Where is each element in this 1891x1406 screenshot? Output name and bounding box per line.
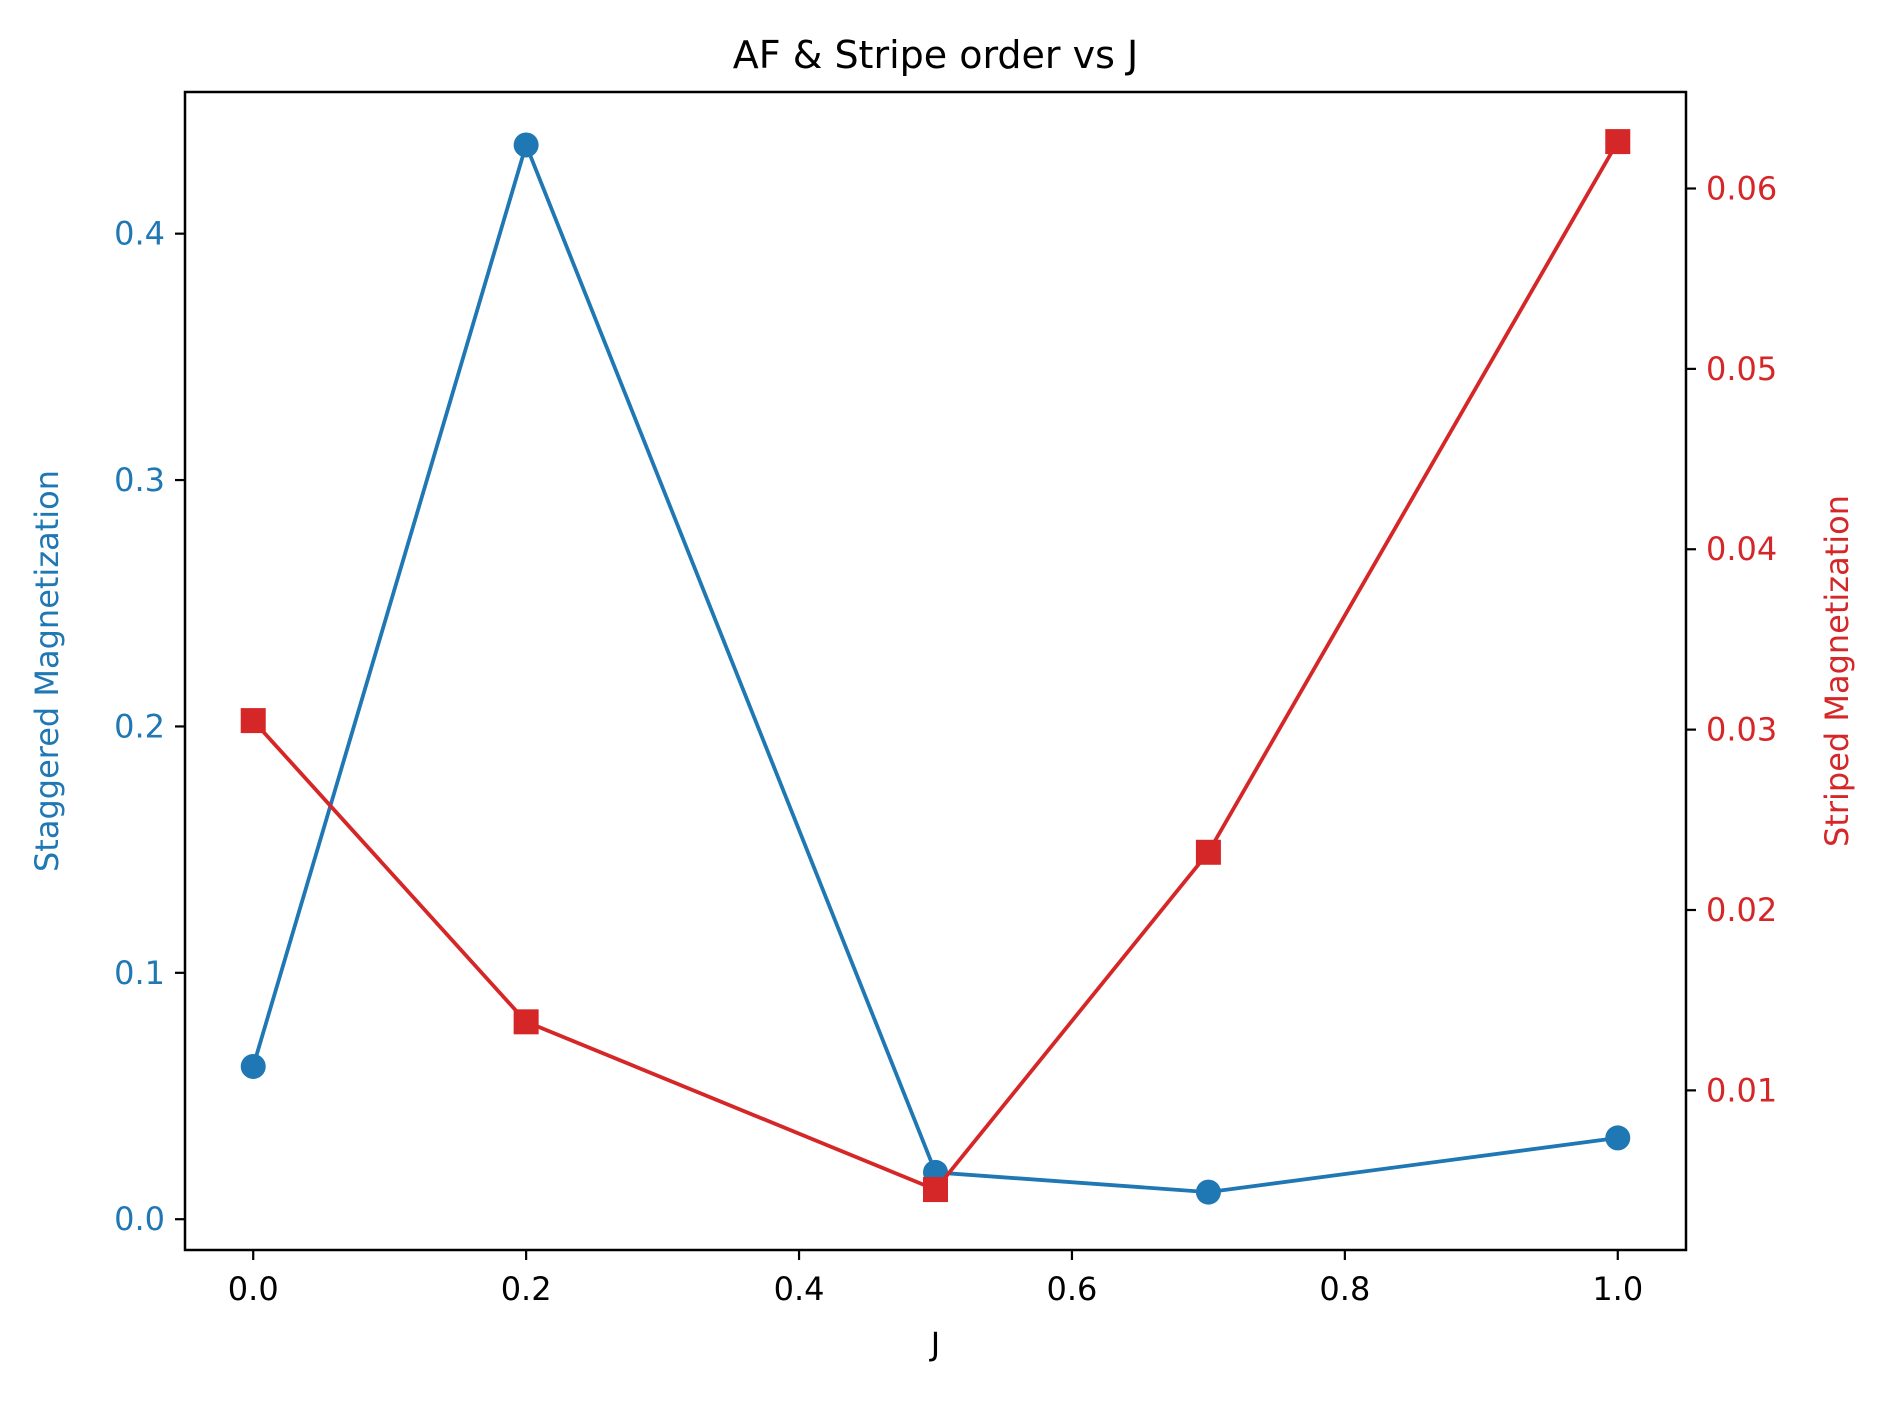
y-right-tick-label: 0.03 [1706, 711, 1777, 749]
y-right-tick-label: 0.05 [1706, 350, 1777, 388]
y-left-axis: 0.0 0.1 0.2 0.3 0.4 [114, 215, 185, 1238]
y-left-tick-label: 0.2 [114, 707, 165, 745]
x-tick-label: 0.0 [228, 1270, 279, 1308]
striped-data-point [240, 708, 266, 734]
staggered-data-point [513, 132, 539, 158]
x-tick-label: 0.2 [501, 1270, 552, 1308]
y-left-axis-title: Staggered Magnetization [28, 470, 66, 872]
x-tick-label: 0.6 [1047, 1270, 1098, 1308]
y-left-tick-label: 0.4 [114, 215, 165, 253]
y-right-tick-label: 0.04 [1706, 530, 1777, 568]
series-layer [240, 129, 1631, 1205]
striped-data-point [1605, 129, 1631, 155]
x-axis-title: J [929, 1325, 940, 1363]
striped-data-point [1195, 839, 1221, 865]
x-tick-label: 1.0 [1592, 1270, 1643, 1308]
y-right-tick-label: 0.06 [1706, 170, 1777, 208]
y-right-axis: 0.01 0.02 0.03 0.04 0.05 0.06 [1686, 170, 1777, 1109]
x-tick-label: 0.8 [1319, 1270, 1370, 1308]
y-right-axis-title: Striped Magnetization [1818, 495, 1856, 847]
x-axis: 0.0 0.2 0.4 0.6 0.8 1.0 [228, 1250, 1643, 1308]
y-left-tick-label: 0.0 [114, 1200, 165, 1238]
staggered-data-point [240, 1053, 266, 1079]
y-right-tick-label: 0.02 [1706, 891, 1777, 929]
striped-data-point [513, 1009, 539, 1035]
x-tick-label: 0.4 [774, 1270, 825, 1308]
y-right-tick-label: 0.01 [1706, 1071, 1777, 1109]
y-left-tick-label: 0.1 [114, 954, 165, 992]
y-left-tick-label: 0.3 [114, 461, 165, 499]
plot-frame [183, 90, 1688, 1252]
staggered-data-point [1195, 1179, 1221, 1205]
chart-title: AF & Stripe order vs J [733, 33, 1138, 77]
staggered-data-point [1605, 1125, 1631, 1151]
striped-data-point [923, 1177, 948, 1203]
